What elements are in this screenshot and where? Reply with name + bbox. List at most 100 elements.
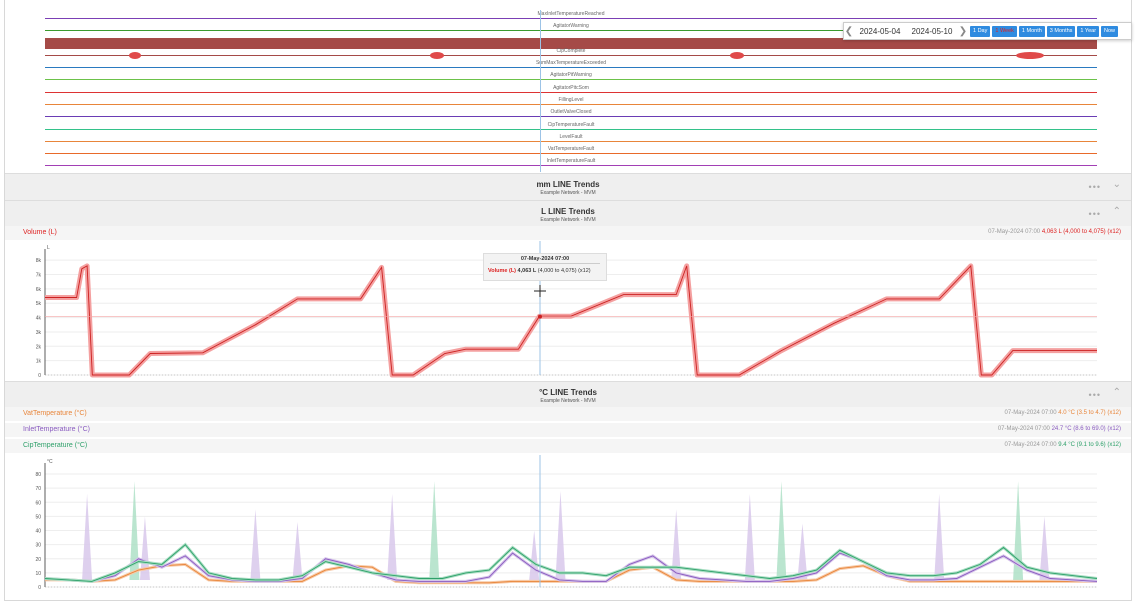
date-from[interactable]: 2024-05-04 <box>859 26 901 36</box>
event-line[interactable] <box>45 30 1097 31</box>
event-band[interactable] <box>45 38 1097 49</box>
y-tick-label: 60 <box>35 500 41 506</box>
y-tick-label: 0 <box>38 585 41 591</box>
y-tick-label: 20 <box>35 557 41 563</box>
dashboard-frame: MaxInletTemperatureReached AgitatorWarnin… <box>4 0 1132 601</box>
event-line[interactable] <box>45 92 1097 93</box>
event-line[interactable] <box>45 129 1097 130</box>
cip-legend-time: 07-May-2024 07:00 <box>1004 442 1057 448</box>
l-trends-header[interactable]: L LINE Trends Example Network - MVM ••• … <box>5 200 1131 228</box>
inlet-legend-readout: 07-May-2024 07:00 24.7 °C (8.6 to 69.0) … <box>998 426 1121 432</box>
temperature-range-spike <box>934 493 945 580</box>
cip-legend-name: CipTemperature (°C) <box>23 442 88 449</box>
y-axis-unit: L <box>47 245 50 251</box>
cip-legend-row[interactable]: CipTemperature (°C) 07-May-2024 07:00 9.… <box>5 439 1131 453</box>
event-line[interactable] <box>45 153 1097 154</box>
event-line[interactable] <box>45 79 1097 80</box>
volume-legend-value: 4,063 L (4,000 to 4,075) (x12) <box>1041 229 1121 235</box>
mm-menu-dots-icon[interactable]: ••• <box>1088 182 1101 192</box>
vat-legend-time: 07-May-2024 07:00 <box>1004 410 1057 416</box>
l-collapse-chevron-icon[interactable]: ⌃ <box>1112 206 1121 217</box>
temperature-range-spike <box>555 491 566 580</box>
c-trends-title: °C LINE Trends <box>539 388 597 397</box>
event-marker[interactable] <box>129 52 141 59</box>
y-tick-label: 30 <box>35 543 41 549</box>
event-line[interactable] <box>45 104 1097 105</box>
event-label: MaxInletTemperatureReached <box>537 11 605 17</box>
inlet-legend-row[interactable]: InletTemperature (°C) 07-May-2024 07:00 … <box>5 423 1131 437</box>
tooltip-series: Volume (L) <box>488 268 517 274</box>
tooltip-value: 4,063 L <box>517 268 537 274</box>
time-cursor <box>540 10 541 172</box>
tooltip-title: 07-May-2024 07:00 <box>490 256 600 264</box>
date-to[interactable]: 2024-05-10 <box>911 26 953 36</box>
range-1-week-button[interactable]: 1 Week <box>992 25 1017 37</box>
event-label: LevelFault <box>559 134 583 140</box>
event-label: AgitatorPitWarning <box>550 72 592 78</box>
range-1-month-button[interactable]: 1 Month <box>1018 25 1045 37</box>
prev-range-arrow-icon[interactable]: ❮ <box>844 25 854 37</box>
mm-trends-title: mm LINE Trends <box>536 180 600 189</box>
range-3-months-button[interactable]: 3 Months <box>1046 25 1076 37</box>
mm-expand-chevron-icon[interactable]: ⌄ <box>1112 179 1121 190</box>
event-line[interactable] <box>45 18 1097 19</box>
volume-range-band <box>45 263 1097 378</box>
temperature-chart[interactable]: 0 10 20 30 40 50 60 70 80 °C <box>5 455 1131 595</box>
volume-tooltip: 07-May-2024 07:00 Volume (L) 4,063 L (4,… <box>483 253 607 281</box>
event-marker[interactable] <box>430 52 444 59</box>
volume-legend-readout: 07-May-2024 07:00 4,063 L (4,000 to 4,07… <box>988 229 1121 235</box>
volume-legend-name: Volume (L) <box>23 229 57 236</box>
tooltip-range: (4,000 to 4,075) (x12) <box>537 268 591 274</box>
cip-legend-value: 9.4 °C (9.1 to 9.6) (x12) <box>1058 442 1121 448</box>
temperature-range-spike <box>387 493 398 580</box>
event-line[interactable] <box>45 116 1097 117</box>
temperature-range-spike <box>429 481 440 580</box>
range-1-day-button[interactable]: 1 Day <box>970 25 991 37</box>
event-label: VatTemperatureFault <box>547 146 595 152</box>
event-label: FillingLevel <box>558 97 584 103</box>
volume-legend-row[interactable]: Volume (L) 07-May-2024 07:00 4,063 L (4,… <box>5 226 1131 240</box>
temperature-range-spike <box>1039 516 1050 580</box>
l-menu-dots-icon[interactable]: ••• <box>1088 209 1101 219</box>
mm-trends-header[interactable]: mm LINE Trends Example Network - MVM •••… <box>5 173 1131 201</box>
c-collapse-chevron-icon[interactable]: ⌃ <box>1112 387 1121 398</box>
y-tick-label: 1k <box>36 359 42 365</box>
inlet-legend-time: 07-May-2024 07:00 <box>997 426 1050 432</box>
range-now-button[interactable]: Now <box>1101 25 1119 37</box>
volume-series-line <box>45 264 1097 376</box>
events-status-chart: MaxInletTemperatureReached AgitatorWarnin… <box>5 0 1131 172</box>
tooltip-value-row: Volume (L) 4,063 L (4,000 to 4,075) (x12… <box>484 268 606 274</box>
vat-legend-name: VatTemperature (°C) <box>23 410 87 417</box>
event-marker[interactable] <box>730 52 744 59</box>
temperature-range-spike <box>1013 481 1024 580</box>
temperature-range-spike <box>250 509 261 580</box>
temperature-range-spike <box>292 522 303 580</box>
date-range-bar: ❮ 2024-05-04 2024-05-10 ❯ 1 Day 1 Week 1… <box>843 22 1132 40</box>
y-tick-label: 8k <box>36 258 42 264</box>
event-line[interactable] <box>45 165 1097 166</box>
y-axis-unit: °C <box>47 459 53 465</box>
next-range-arrow-icon[interactable]: ❯ <box>958 25 968 37</box>
vat-legend-row[interactable]: VatTemperature (°C) 07-May-2024 07:00 4.… <box>5 407 1131 421</box>
l-trends-subtitle: Example Network - MVM <box>540 217 596 223</box>
event-marker[interactable] <box>1016 52 1044 59</box>
event-line[interactable] <box>45 141 1097 142</box>
volume-chart[interactable]: 0 1k 2k 3k 4k 5k 6k 7k 8k L <box>5 241 1131 381</box>
y-tick-label: 7k <box>36 273 42 279</box>
temperature-series-line <box>44 543 1098 582</box>
inlet-legend-name: InletTemperature (°C) <box>23 426 90 433</box>
y-tick-label: 0 <box>38 373 41 379</box>
range-1-year-button[interactable]: 1 Year <box>1077 25 1100 37</box>
y-tick-label: 70 <box>35 486 41 492</box>
volume-cursor-point <box>538 314 542 319</box>
event-label: SumMaxTemperatureExceeded <box>535 60 607 66</box>
temperature-series-line <box>44 552 1098 582</box>
y-tick-label: 50 <box>35 514 41 520</box>
temperature-range-spike <box>797 523 808 580</box>
event-line[interactable] <box>45 67 1097 68</box>
c-menu-dots-icon[interactable]: ••• <box>1088 390 1101 400</box>
event-label: CipComplete <box>556 48 586 54</box>
event-line[interactable] <box>45 55 1097 56</box>
vat-legend-readout: 07-May-2024 07:00 4.0 °C (3.5 to 4.7) (x… <box>1005 410 1121 416</box>
c-trends-header[interactable]: °C LINE Trends Example Network - MVM •••… <box>5 381 1131 409</box>
